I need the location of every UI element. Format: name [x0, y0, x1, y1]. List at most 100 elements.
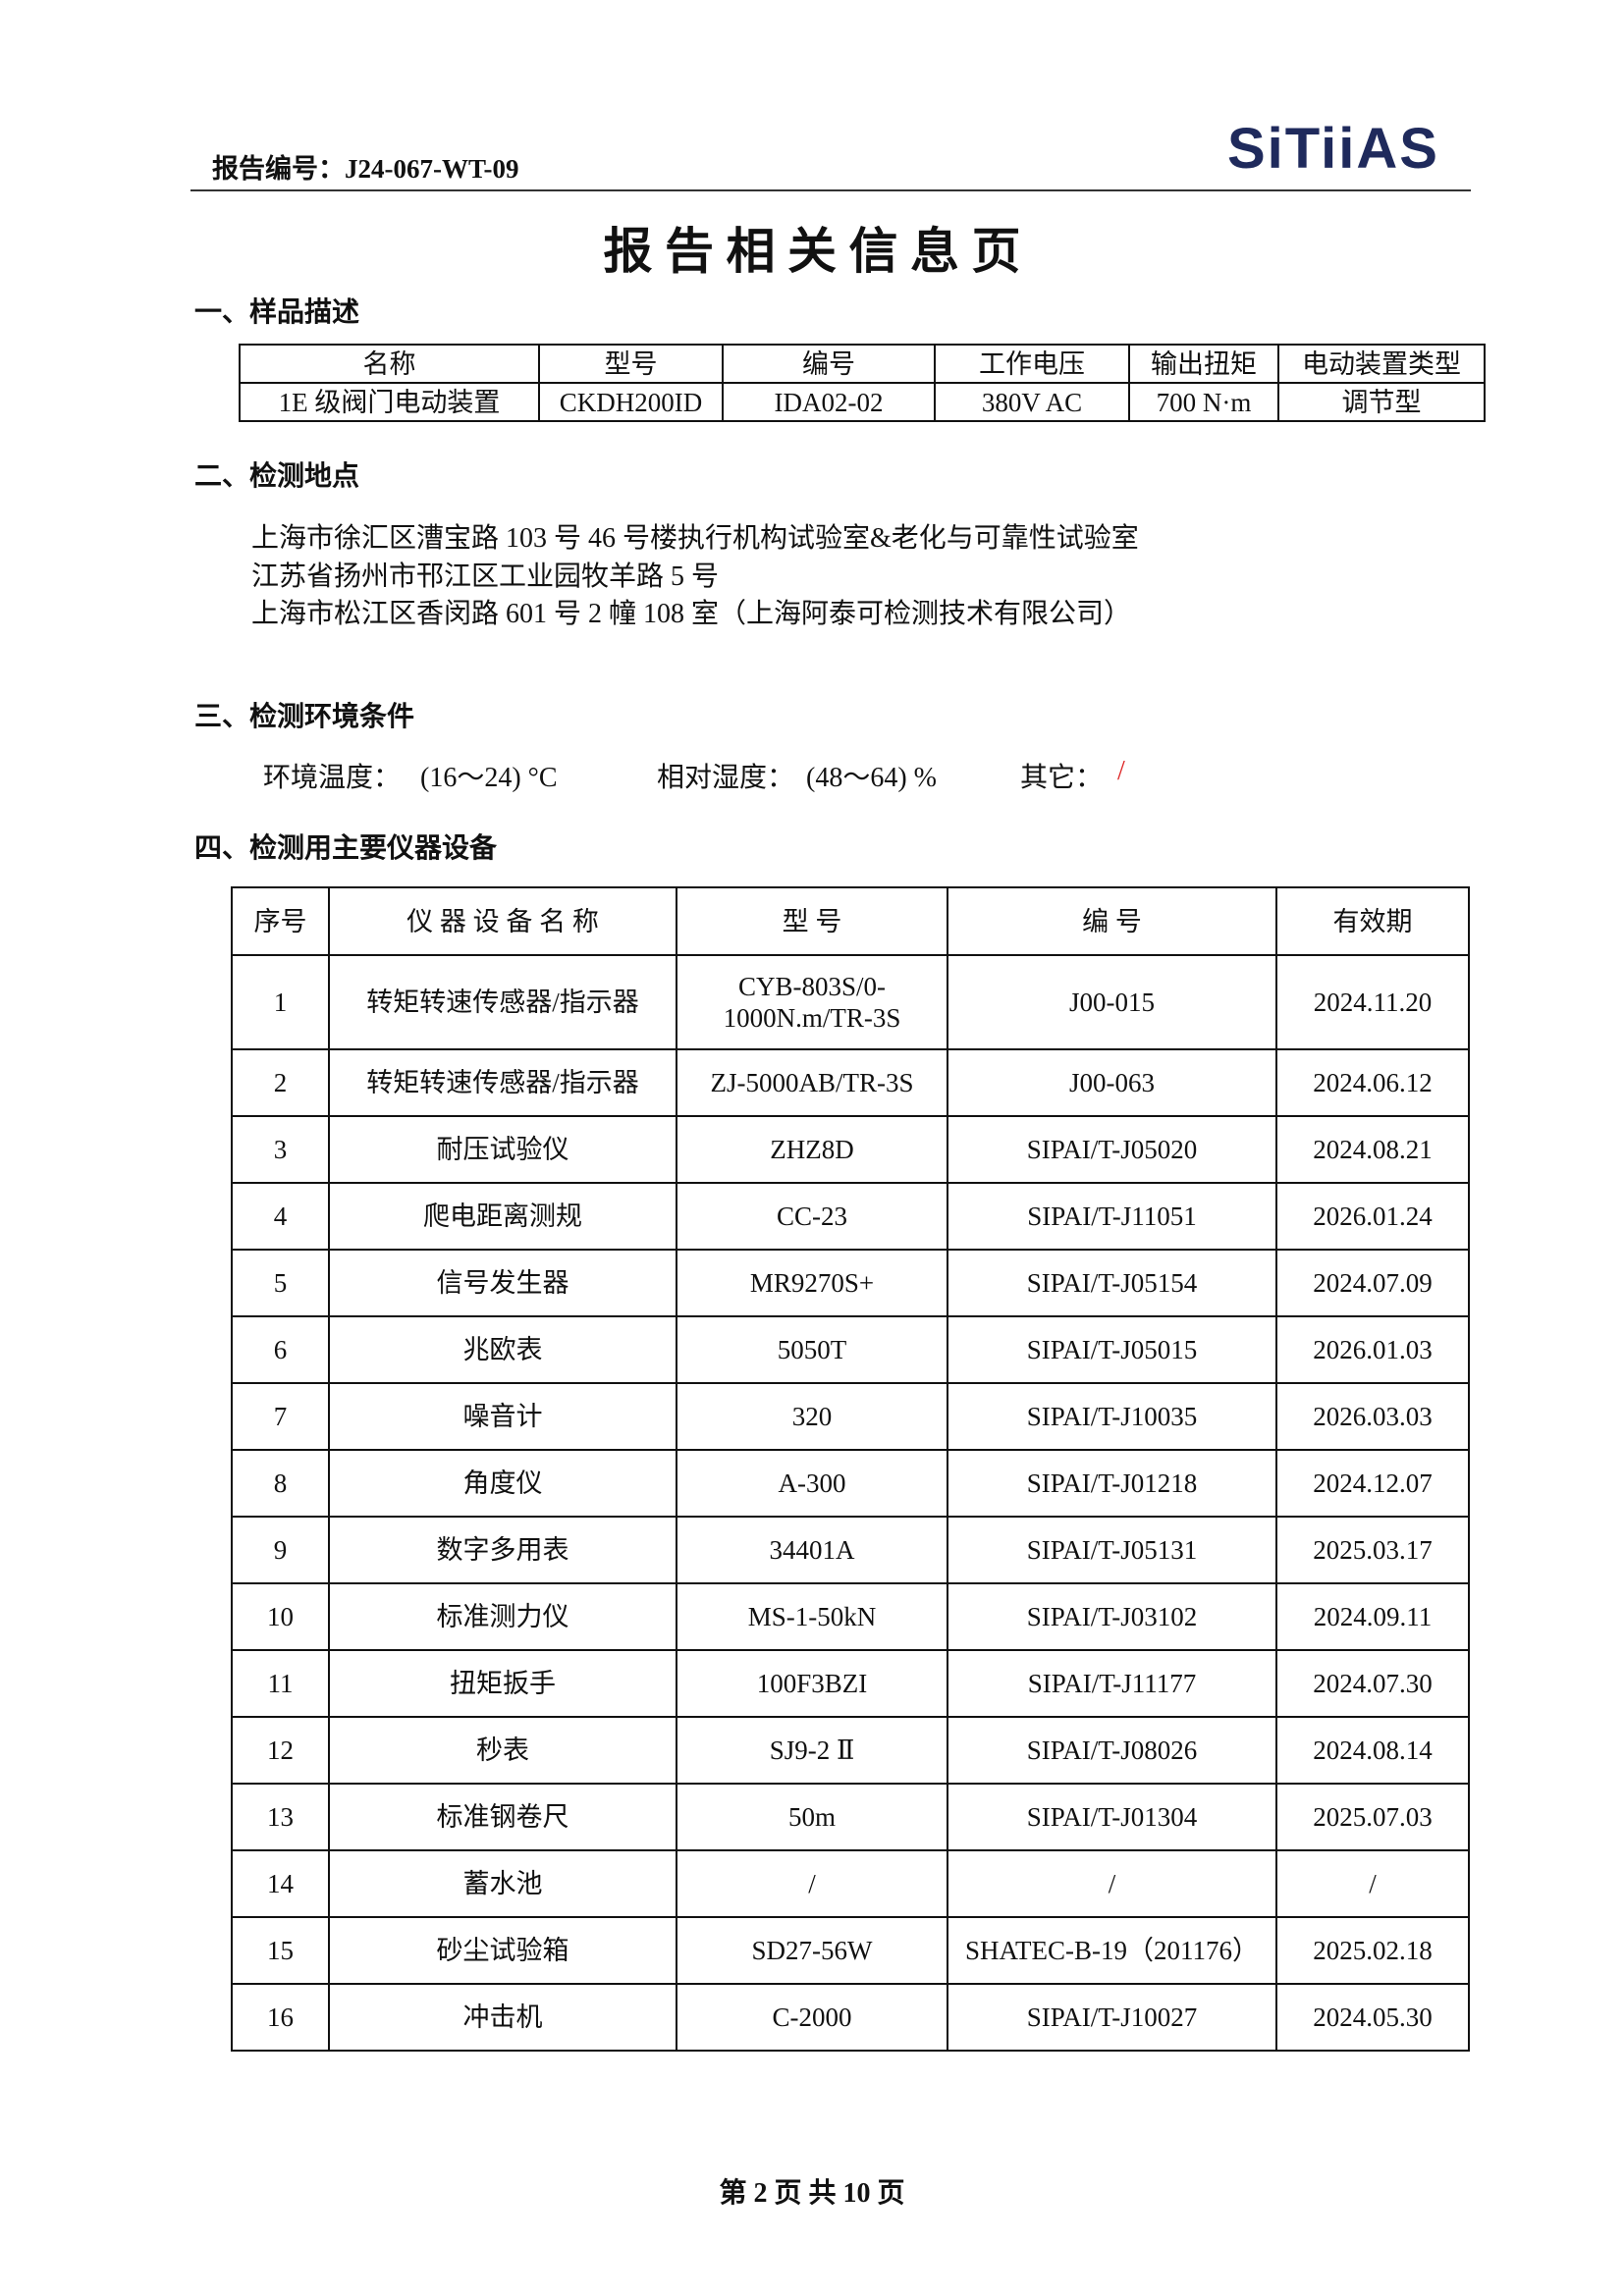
table-cell: J00-015	[947, 954, 1277, 1050]
table-row: 12 秒表 SJ9-2 Ⅱ SIPAI/T-J08026 2024.08.14	[231, 1716, 1470, 1785]
table-cell: 扭矩扳手	[328, 1649, 677, 1718]
table-cell: 2024.07.30	[1275, 1649, 1470, 1718]
table-cell: SIPAI/T-J11051	[947, 1182, 1277, 1251]
table-cell: 2024.12.07	[1275, 1449, 1470, 1518]
table-cell: 兆欧表	[328, 1315, 677, 1384]
column-header: 名称	[239, 344, 540, 384]
table-cell: 数字多用表	[328, 1516, 677, 1584]
table-cell: 5	[231, 1249, 330, 1317]
table-cell: SD27-56W	[676, 1916, 948, 1985]
table-cell: 13	[231, 1783, 330, 1851]
table-cell: /	[947, 1849, 1277, 1918]
table-cell: 砂尘试验箱	[328, 1916, 677, 1985]
page-footer: 第 2 页 共 10 页	[719, 2178, 905, 2209]
table-row: 7 噪音计 320 SIPAI/T-J10035 2026.03.03	[231, 1382, 1470, 1451]
table-cell: C-2000	[676, 1983, 948, 2052]
table-cell: MR9270S+	[676, 1249, 948, 1317]
table-cell: 7	[231, 1382, 330, 1451]
table-cell: SIPAI/T-J05154	[947, 1249, 1277, 1317]
table-cell: J00-063	[947, 1048, 1277, 1117]
table-cell: 调节型	[1277, 382, 1486, 422]
table-cell: 信号发生器	[328, 1249, 677, 1317]
table-cell: 2026.01.24	[1275, 1182, 1470, 1251]
table-cell: 2025.02.18	[1275, 1916, 1470, 1985]
column-header: 工作电压	[934, 344, 1130, 384]
table-row: 14 蓄水池 / / /	[231, 1849, 1470, 1918]
logo: SiTiiAS	[1227, 117, 1439, 181]
table-cell: 转矩转速传感器/指示器	[328, 954, 677, 1050]
header-row: 序号仪 器 设 备 名 称型 号编 号有效期	[231, 886, 1470, 956]
column-header: 序号	[231, 886, 330, 956]
table-cell: 34401A	[676, 1516, 948, 1584]
page-title: 报 告 相 关 信 息 页	[603, 224, 1021, 279]
table-cell: SHATEC-B-19（201176）	[947, 1916, 1277, 1985]
section-heading: 二、检测地点	[194, 461, 360, 492]
table-cell: SIPAI/T-J03102	[947, 1582, 1277, 1651]
table-cell: 1	[231, 954, 330, 1050]
table-cell: SIPAI/T-J05131	[947, 1516, 1277, 1584]
table-cell: ZHZ8D	[676, 1115, 948, 1184]
env-value: (16～24) °C	[420, 763, 558, 793]
table-cell: 2024.11.20	[1275, 954, 1470, 1050]
section-heading: 一、样品描述	[194, 297, 360, 328]
location-line: 上海市徐汇区漕宝路 103 号 46 号楼执行机构试验室&老化与可靠性试验室	[251, 523, 1139, 554]
table-cell: 14	[231, 1849, 330, 1918]
table-row: 10 标准测力仪 MS-1-50kN SIPAI/T-J03102 2024.09.11	[231, 1582, 1470, 1651]
table-cell: /	[1275, 1849, 1470, 1918]
table-cell: 冲击机	[328, 1983, 677, 2052]
table-cell: 噪音计	[328, 1382, 677, 1451]
column-header: 型 号	[676, 886, 948, 956]
table-cell: 标准钢卷尺	[328, 1783, 677, 1851]
table-cell: 3	[231, 1115, 330, 1184]
table-cell: 11	[231, 1649, 330, 1718]
table-cell: SIPAI/T-J05020	[947, 1115, 1277, 1184]
table-cell: MS-1-50kN	[676, 1582, 948, 1651]
table-cell: 2026.03.03	[1275, 1382, 1470, 1451]
table-cell: SIPAI/T-J05015	[947, 1315, 1277, 1384]
table-cell: 爬电距离测规	[328, 1182, 677, 1251]
table-cell: CYB-803S/0-1000N.m/TR-3S	[676, 954, 948, 1050]
column-header: 输出扭矩	[1128, 344, 1279, 384]
table-cell: 2024.09.11	[1275, 1582, 1470, 1651]
env-label: 相对湿度：	[657, 763, 795, 793]
env-label: 其它：	[1020, 763, 1104, 793]
table-row: 4 爬电距离测规 CC-23 SIPAI/T-J11051 2026.01.24	[231, 1182, 1470, 1251]
table-cell: SIPAI/T-J01304	[947, 1783, 1277, 1851]
table-cell: 蓄水池	[328, 1849, 677, 1918]
table-cell: 耐压试验仪	[328, 1115, 677, 1184]
table-cell: 2024.08.14	[1275, 1716, 1470, 1785]
table-row: 15 砂尘试验箱 SD27-56W SHATEC-B-19（201176） 2025.0…	[231, 1916, 1470, 1985]
table-cell: 1E 级阀门电动装置	[239, 382, 540, 422]
column-header: 型号	[538, 344, 724, 384]
section-heading: 四、检测用主要仪器设备	[194, 833, 498, 864]
table-cell: 6	[231, 1315, 330, 1384]
table-cell: 380V AC	[934, 382, 1130, 422]
table-row: 2 转矩转速传感器/指示器 ZJ-5000AB/TR-3S J00-063 2024.0…	[231, 1048, 1470, 1117]
location-line: 上海市松江区香闵路 601 号 2 幢 108 室（上海阿泰可检测技术有限公司）	[251, 599, 1132, 629]
table-cell: CKDH200ID	[538, 382, 724, 422]
table-cell: 2024.06.12	[1275, 1048, 1470, 1117]
table-cell: 标准测力仪	[328, 1582, 677, 1651]
table-cell: SIPAI/T-J10027	[947, 1983, 1277, 2052]
table-cell: CC-23	[676, 1182, 948, 1251]
table-cell: /	[676, 1849, 948, 1918]
table-cell: 100F3BZI	[676, 1649, 948, 1718]
table-cell: 2	[231, 1048, 330, 1117]
table-cell: SIPAI/T-J01218	[947, 1449, 1277, 1518]
table-cell: 2024.07.09	[1275, 1249, 1470, 1317]
table-cell: 50m	[676, 1783, 948, 1851]
table-cell: 8	[231, 1449, 330, 1518]
table-cell: 320	[676, 1382, 948, 1451]
table-row: 5 信号发生器 MR9270S+ SIPAI/T-J05154 2024.07.09	[231, 1249, 1470, 1317]
table-cell: SIPAI/T-J10035	[947, 1382, 1277, 1451]
env-value: (48～64) %	[806, 763, 937, 793]
table-cell: 2025.07.03	[1275, 1783, 1470, 1851]
table-cell: 转矩转速传感器/指示器	[328, 1048, 677, 1117]
table-cell: 5050T	[676, 1315, 948, 1384]
column-header: 仪 器 设 备 名 称	[328, 886, 677, 956]
table-cell: 秒表	[328, 1716, 677, 1785]
table-cell: 9	[231, 1516, 330, 1584]
column-header: 编 号	[947, 886, 1277, 956]
table-row: 1E 级阀门电动装置 CKDH200ID IDA02-02 380V AC 700 N·…	[239, 382, 1486, 422]
